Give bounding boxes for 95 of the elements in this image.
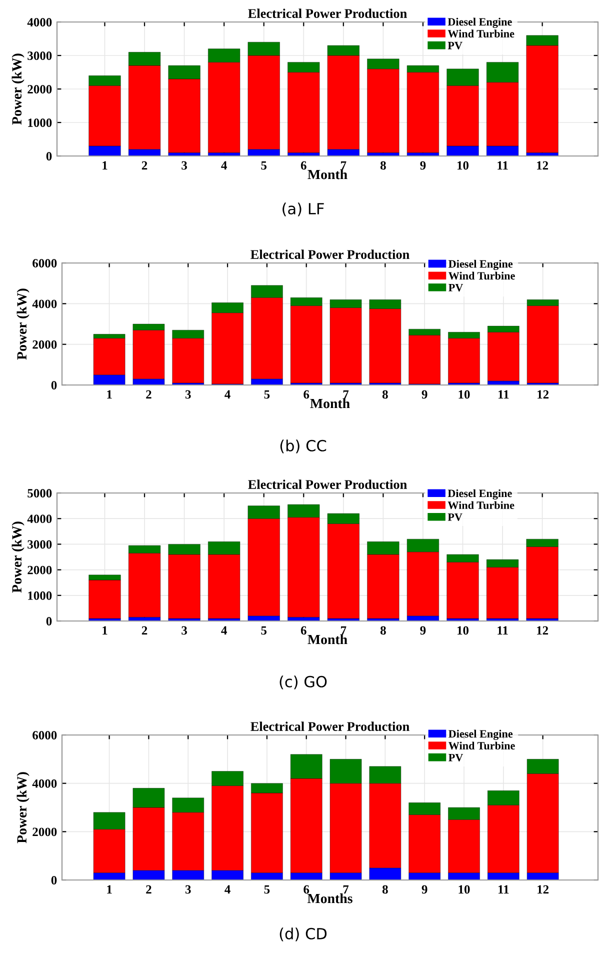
legend-label: Wind Turbine xyxy=(448,30,514,38)
x-tick-label: 2 xyxy=(142,161,148,170)
x-tick-label: 6 xyxy=(304,390,310,399)
text: (c) GO xyxy=(280,676,327,690)
x-tick-label: 12 xyxy=(538,885,549,894)
y-tick-label: 1000 xyxy=(28,591,52,600)
x-tick-label: 11 xyxy=(498,161,508,170)
legend-label: Diesel Engine xyxy=(448,260,513,270)
x-axis-title: Month xyxy=(308,169,348,180)
legend-label: Wind Turbine xyxy=(448,272,515,280)
x-tick-label: 5 xyxy=(261,161,267,170)
x-tick-label: 10 xyxy=(458,390,470,399)
x-tick-label: 12 xyxy=(537,626,548,635)
x-tick-label: 2 xyxy=(142,626,148,635)
x-tick-label: 1 xyxy=(107,390,112,399)
x-tick-label: 10 xyxy=(458,885,470,894)
x-tick-label: 1 xyxy=(102,626,108,635)
legend-label: Diesel Engine xyxy=(448,18,512,28)
text: (a) LF xyxy=(282,202,324,216)
y-tick-label: 2000 xyxy=(32,340,57,349)
x-tick-label: 1 xyxy=(102,161,108,170)
y-tick-label: 4000 xyxy=(27,18,52,26)
text: (d) CD xyxy=(280,928,327,942)
x-tick-label: 7 xyxy=(343,885,349,894)
chart-title: Electrical Power Production xyxy=(250,250,410,259)
x-axis-title: Month xyxy=(310,398,350,408)
legend-label: Diesel Engine xyxy=(448,730,513,740)
x-tick-label: 4 xyxy=(221,626,227,635)
x-tick-label: 3 xyxy=(182,161,187,170)
x-tick-label: 5 xyxy=(264,390,270,399)
x-tick-label: 3 xyxy=(182,626,187,635)
y-tick-label: 6000 xyxy=(32,259,57,268)
y-tick-label: 6000 xyxy=(32,731,57,740)
x-tick-label: 8 xyxy=(382,885,388,894)
y-tick-label: 5000 xyxy=(28,489,52,498)
x-tick-label: 9 xyxy=(420,626,426,635)
chart-title: Electrical Power Production xyxy=(248,8,407,18)
y-tick-label: 1000 xyxy=(28,118,52,127)
x-tick-label: 9 xyxy=(422,885,428,894)
x-tick-label: 2 xyxy=(146,390,152,399)
x-tick-label: 4 xyxy=(224,885,230,894)
x-axis-title: Month xyxy=(308,634,348,644)
x-tick-label: 6 xyxy=(304,885,310,894)
x-tick-label: 7 xyxy=(341,626,346,635)
legend-label: Wind Turbine xyxy=(448,742,515,750)
legend-label: PV xyxy=(448,754,464,762)
y-tick-label: 2000 xyxy=(32,828,57,836)
y-axis-title: Power (kW) xyxy=(16,772,30,844)
y-tick-label: 2000 xyxy=(28,566,52,574)
legend-label: Wind Turbine xyxy=(448,501,514,510)
legend-label: PV xyxy=(448,42,462,50)
legend-label: PV xyxy=(448,284,464,292)
x-tick-label: 11 xyxy=(498,885,509,894)
x-tick-label: 5 xyxy=(261,626,267,635)
y-tick-label: 4000 xyxy=(32,300,57,308)
x-tick-label: 2 xyxy=(146,885,152,894)
x-tick-label: 8 xyxy=(380,626,386,635)
x-tick-label: 4 xyxy=(221,161,227,170)
x-tick-label: 6 xyxy=(300,161,306,170)
y-tick-label: 3000 xyxy=(28,540,52,549)
x-tick-label: 1 xyxy=(107,885,112,894)
y-axis-title: Power (kW) xyxy=(16,288,30,360)
y-tick-label: 0 xyxy=(51,876,57,884)
x-tick-label: 7 xyxy=(341,161,346,170)
chart-title: Electrical Power Production xyxy=(248,480,407,489)
x-tick-label: 11 xyxy=(498,626,508,635)
x-tick-label: 11 xyxy=(498,390,509,399)
y-tick-label: 0 xyxy=(46,152,52,160)
y-tick-label: 0 xyxy=(46,617,52,626)
y-tick-label: 2000 xyxy=(28,85,52,94)
legend-label: PV xyxy=(448,513,462,521)
x-tick-label: 9 xyxy=(420,161,426,170)
x-tick-label: 8 xyxy=(382,390,388,399)
y-axis-title: Power (kW) xyxy=(12,522,24,593)
x-tick-label: 3 xyxy=(185,390,191,399)
y-axis-title: Power (kW) xyxy=(12,54,24,125)
x-tick-label: 5 xyxy=(264,885,270,894)
x-tick-label: 8 xyxy=(380,161,386,170)
x-tick-label: 12 xyxy=(538,390,549,399)
x-tick-label: 7 xyxy=(343,390,349,399)
x-tick-label: 3 xyxy=(185,885,191,894)
y-tick-label: 4000 xyxy=(27,514,52,524)
y-tick-label: 0 xyxy=(51,381,57,390)
x-tick-label: 6 xyxy=(300,626,306,635)
legend-label: Diesel Engine xyxy=(448,489,512,500)
x-tick-label: 9 xyxy=(422,390,428,399)
chart-title: Electrical Power Production xyxy=(250,722,410,731)
text: (b) CC xyxy=(280,440,326,454)
y-tick-label: 4000 xyxy=(32,779,57,788)
x-axis-title: Months xyxy=(307,893,352,904)
x-tick-label: 10 xyxy=(458,161,469,170)
x-tick-label: 4 xyxy=(224,390,230,399)
y-tick-label: 3000 xyxy=(28,52,52,60)
x-tick-label: 12 xyxy=(537,161,548,170)
x-tick-label: 10 xyxy=(458,626,469,635)
